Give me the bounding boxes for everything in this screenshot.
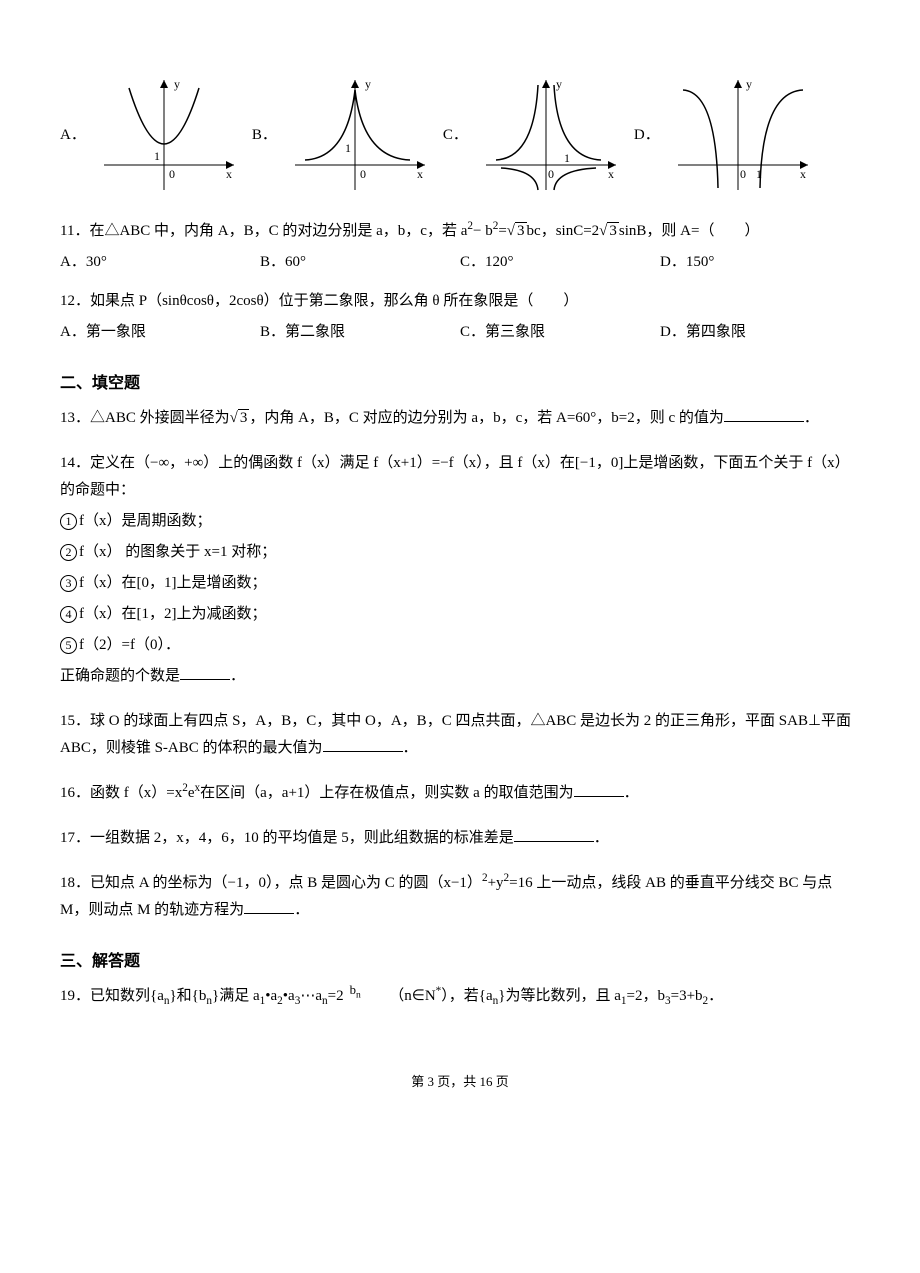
q12-opt-c: C．第三象限 (460, 319, 660, 346)
q18-blank (244, 899, 294, 914)
svg-text:0: 0 (360, 167, 366, 181)
q19: 19．已知数列{an}和{bn}满足 a1•a2•a3⋯an=2bn （n∈N*… (60, 983, 860, 1010)
svg-text:x: x (417, 167, 423, 181)
graph-b: 0 1 y x (285, 70, 435, 200)
q11: 11．在△ABC 中，内角 A，B，C 的对边分别是 a，b，c，若 a2− b… (60, 218, 860, 245)
q11-opt-b: B．60° (260, 249, 460, 276)
q12-opt-b: B．第二象限 (260, 319, 460, 346)
q11-opt-d: D．150° (660, 249, 860, 276)
q11-opt-a: A．30° (60, 249, 260, 276)
opt-c-label: C． (443, 122, 468, 149)
q17-blank (514, 827, 594, 842)
q13: 13．△ABC 外接圆半径为√3，内角 A，B，C 对应的边分别为 a，b，c，… (60, 405, 860, 432)
opt-b-label: B． (252, 122, 277, 149)
q17: 17．一组数据 2，x，4，6，10 的平均值是 5，则此组数据的标准差是． (60, 825, 860, 852)
svg-text:1: 1 (564, 151, 570, 165)
q10-graph-options: A． 0 1 y x B． 0 1 y x C． 0 1 y x (60, 70, 860, 200)
q12-opt-d: D．第四象限 (660, 319, 860, 346)
svg-text:0: 0 (740, 167, 746, 181)
graph-d: 0 1 y x (668, 70, 818, 200)
svg-text:x: x (226, 167, 232, 181)
svg-text:y: y (556, 77, 562, 91)
q14-p4: 4f（x）在[1，2]上为减函数； (60, 601, 860, 628)
q14-p1: 1f（x）是周期函数； (60, 508, 860, 535)
q15-blank (323, 737, 403, 752)
q13-blank (724, 407, 804, 422)
svg-text:1: 1 (154, 149, 160, 163)
q14-p2: 2f（x） 的图象关于 x=1 对称； (60, 539, 860, 566)
graph-c: 0 1 y x (476, 70, 626, 200)
opt-d-label: D． (634, 122, 660, 149)
q16: 16．函数 f（x）=x2ex在区间（a，a+1）上存在极值点，则实数 a 的取… (60, 780, 860, 807)
opt-a-label: A． (60, 122, 86, 149)
q14-end: 正确命题的个数是． (60, 663, 860, 690)
q15: 15．球 O 的球面上有四点 S，A，B，C，其中 O，A，B，C 四点共面，△… (60, 708, 860, 762)
q14-blank (180, 665, 230, 680)
q12-options: A．第一象限 B．第二象限 C．第三象限 D．第四象限 (60, 319, 860, 346)
svg-text:x: x (800, 167, 806, 181)
svg-text:y: y (365, 77, 371, 91)
q14-p3: 3f（x）在[0，1]上是增函数； (60, 570, 860, 597)
section-3-title: 三、解答题 (60, 948, 860, 977)
svg-text:0: 0 (169, 167, 175, 181)
svg-text:x: x (608, 167, 614, 181)
svg-text:y: y (174, 77, 180, 91)
graph-a: 0 1 y x (94, 70, 244, 200)
page-footer: 第 3 页，共 16 页 (60, 1070, 860, 1093)
q12-opt-a: A．第一象限 (60, 319, 260, 346)
section-2-title: 二、填空题 (60, 370, 860, 399)
q14-p5: 5f（2）=f（0）． (60, 632, 860, 659)
q18: 18．已知点 A 的坐标为（−1，0），点 B 是圆心为 C 的圆（x−1）2+… (60, 870, 860, 924)
q11-options: A．30° B．60° C．120° D．150° (60, 249, 860, 276)
q16-blank (574, 782, 624, 797)
q12: 12．如果点 P（sinθcosθ，2cosθ）位于第二象限，那么角 θ 所在象… (60, 288, 860, 315)
svg-text:0: 0 (548, 167, 554, 181)
q11-opt-c: C．120° (460, 249, 660, 276)
svg-text:1: 1 (756, 167, 762, 181)
q14-stem: 14．定义在（−∞，+∞）上的偶函数 f（x）满足 f（x+1）=−f（x），且… (60, 450, 860, 504)
svg-text:y: y (746, 77, 752, 91)
svg-text:1: 1 (345, 141, 351, 155)
